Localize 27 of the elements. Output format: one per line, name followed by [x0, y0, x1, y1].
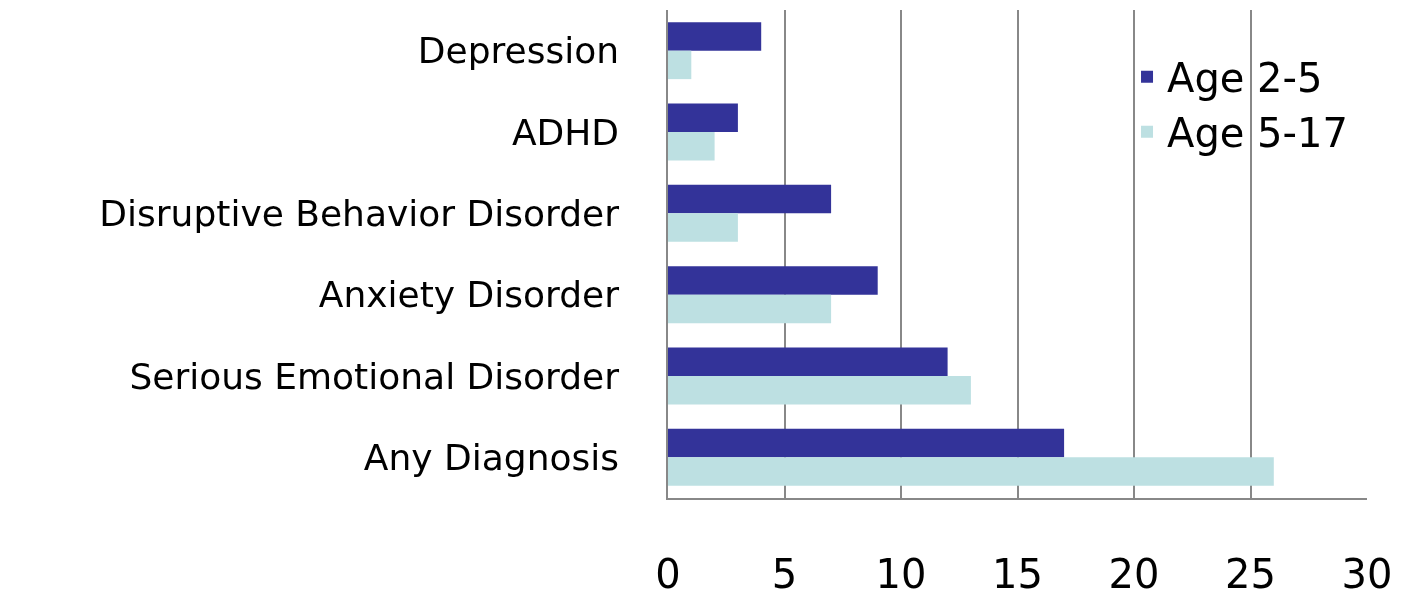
y-tick-label: ADHD: [511, 111, 620, 153]
x-tick-label: 15: [992, 550, 1043, 597]
y-tick-label: Disruptive Behavior Disorder: [99, 192, 620, 234]
bar: [668, 428, 1065, 458]
x-tick-label: 0: [655, 550, 681, 597]
y-tick-label: Depression: [417, 30, 620, 72]
bar: [668, 376, 971, 405]
x-tick-label: 30: [1341, 550, 1393, 597]
legend-label: Age 5-17: [1167, 110, 1348, 157]
x-tick-label: 10: [875, 550, 927, 597]
bar: [668, 347, 948, 376]
bar: [668, 457, 1274, 486]
bar: [668, 50, 692, 80]
bar: [668, 294, 832, 324]
x-tick-label: 5: [771, 550, 798, 597]
y-tick-label: Serious Emotional Disorder: [129, 355, 620, 397]
bar: [668, 266, 878, 295]
bar: [668, 213, 738, 242]
y-tick-label: Any Diagnosis: [363, 436, 620, 478]
legend-label: Age 2-5: [1167, 55, 1323, 102]
x-tick-label: 25: [1225, 550, 1276, 597]
y-tick-label: Anxiety Disorder: [318, 274, 620, 316]
bar: [668, 22, 762, 51]
x-tick-label: 20: [1108, 550, 1160, 597]
bar: [668, 132, 715, 161]
bar: [668, 184, 832, 214]
bar: [668, 103, 738, 132]
